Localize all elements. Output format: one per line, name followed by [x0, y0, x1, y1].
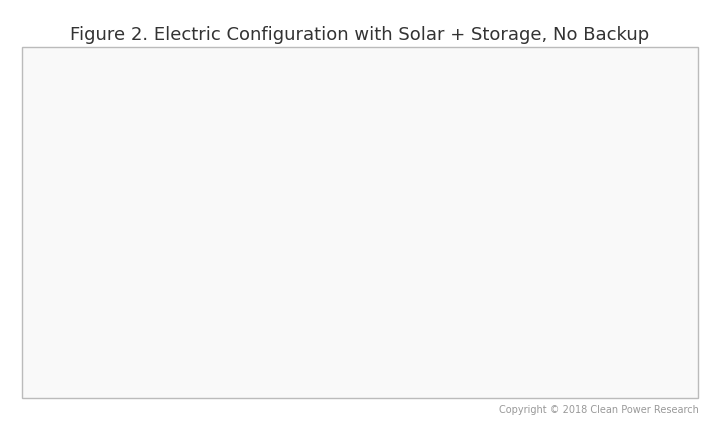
FancyBboxPatch shape [404, 177, 413, 184]
Text: Figure 2. Electric Configuration with Solar + Storage, No Backup: Figure 2. Electric Configuration with So… [71, 26, 649, 44]
FancyBboxPatch shape [230, 285, 261, 307]
FancyBboxPatch shape [217, 176, 243, 195]
FancyBboxPatch shape [390, 304, 413, 319]
FancyBboxPatch shape [390, 187, 400, 193]
FancyBboxPatch shape [236, 282, 241, 285]
FancyBboxPatch shape [241, 169, 267, 188]
FancyBboxPatch shape [404, 196, 413, 202]
Text: AC Battery: AC Battery [214, 317, 277, 330]
Text: Utility Meter: Utility Meter [438, 222, 511, 235]
FancyBboxPatch shape [390, 177, 400, 184]
FancyBboxPatch shape [229, 172, 255, 191]
FancyBboxPatch shape [390, 196, 400, 202]
Text: Gateway: Gateway [306, 300, 359, 312]
Text: +: + [249, 288, 260, 301]
FancyBboxPatch shape [361, 98, 508, 262]
Text: Main Panel: Main Panel [369, 217, 433, 229]
FancyBboxPatch shape [250, 282, 256, 285]
Text: ⚡: ⚡ [240, 291, 251, 306]
FancyBboxPatch shape [384, 163, 419, 208]
FancyBboxPatch shape [232, 287, 263, 309]
FancyBboxPatch shape [404, 187, 413, 193]
Text: AC Solar: AC Solar [220, 217, 271, 229]
Text: Copyright © 2018 Clean Power Research: Copyright © 2018 Clean Power Research [498, 405, 698, 415]
FancyBboxPatch shape [384, 163, 419, 176]
Text: -: - [235, 288, 240, 301]
FancyBboxPatch shape [398, 310, 405, 319]
Text: Home Loads: Home Loads [365, 334, 438, 347]
FancyBboxPatch shape [323, 265, 345, 296]
FancyBboxPatch shape [321, 263, 343, 294]
Polygon shape [324, 268, 341, 289]
